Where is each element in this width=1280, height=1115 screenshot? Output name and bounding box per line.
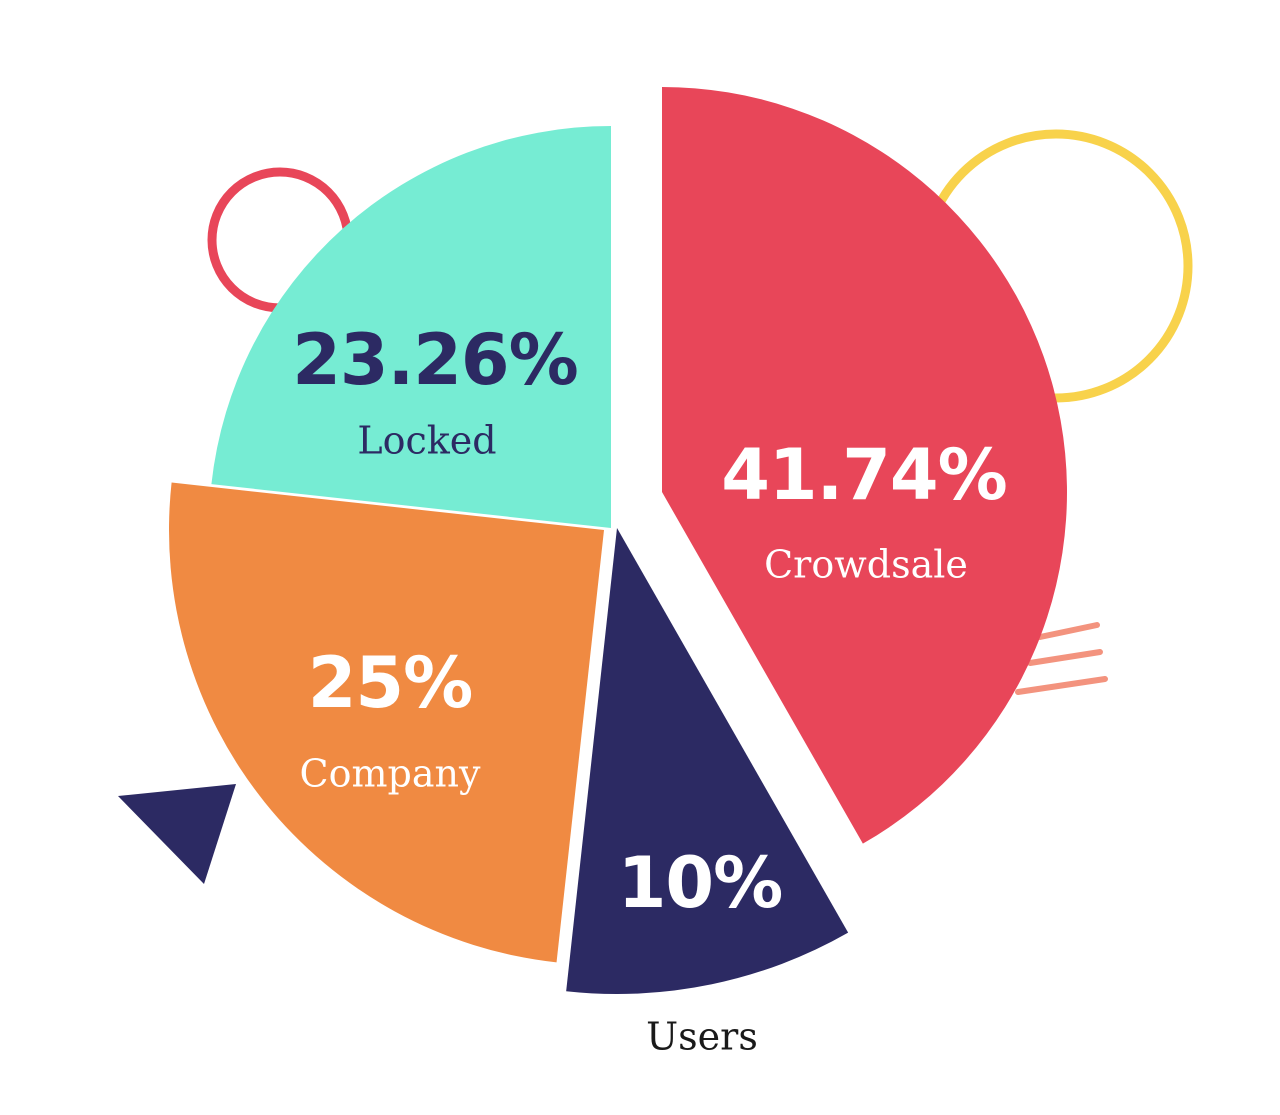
pie-category-label-company: Company bbox=[300, 752, 481, 796]
pie-value-label-crowdsale: 41.74% bbox=[721, 434, 1007, 516]
pie-slice-company bbox=[168, 482, 605, 963]
stripes-decoration bbox=[1015, 622, 1108, 695]
pie-value-label-locked: 23.26% bbox=[292, 319, 578, 401]
pie-slice-users bbox=[566, 528, 849, 994]
pie-slices bbox=[168, 87, 1067, 994]
pie-category-label-crowdsale: Crowdsale bbox=[764, 543, 968, 587]
pie-labels: 41.74% Crowdsale 10% Users 25% Company 23.26% L… bbox=[292, 319, 1008, 1059]
pie-value-label-company: 25% bbox=[308, 642, 473, 724]
pie-category-label-users: Users bbox=[646, 1015, 758, 1059]
pie-slice-locked bbox=[211, 126, 611, 528]
decorations-back bbox=[118, 129, 1193, 884]
pie-slice-crowdsale bbox=[662, 87, 1067, 844]
triangle-decoration bbox=[118, 784, 236, 884]
pie-category-label-locked: Locked bbox=[357, 419, 496, 463]
pie-value-label-users: 10% bbox=[618, 842, 783, 924]
